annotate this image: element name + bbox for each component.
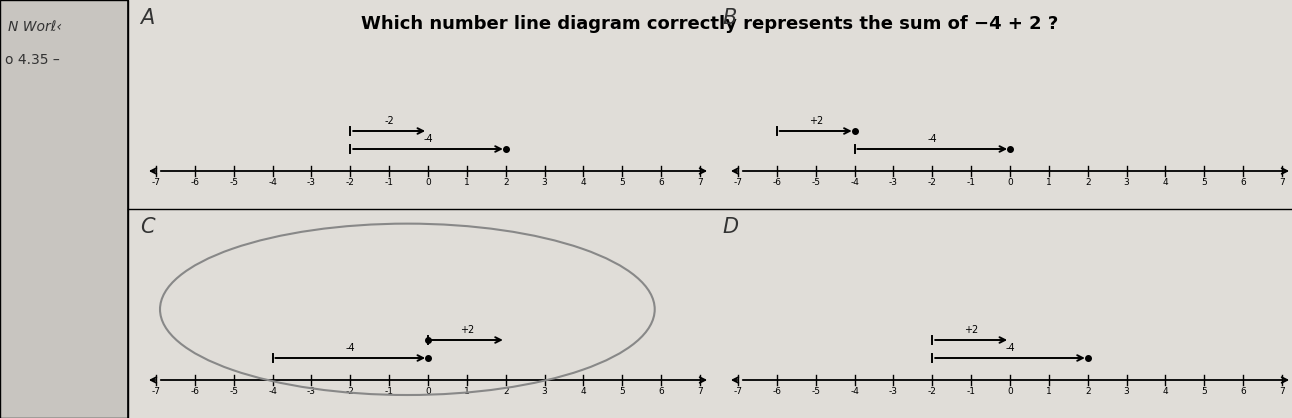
Text: -1: -1 [966,178,975,187]
Text: A: A [140,8,154,28]
Bar [0,0,128,418]
Text: -6: -6 [773,178,782,187]
Text: -7: -7 [151,178,160,187]
Text: 4: 4 [580,178,587,187]
Text: -2: -2 [346,178,355,187]
Text: +2: +2 [460,325,474,335]
Text: 1: 1 [1047,387,1052,396]
Text: -6: -6 [190,387,199,396]
Text: 6: 6 [1240,178,1245,187]
Text: 2: 2 [1085,387,1090,396]
Text: -6: -6 [190,178,199,187]
Text: 5: 5 [619,178,625,187]
Text: +2: +2 [964,325,978,335]
Text: -6: -6 [773,387,782,396]
Text: 1: 1 [464,178,470,187]
Text: -4: -4 [928,134,937,144]
Text: -2: -2 [928,178,937,187]
Text: B: B [722,8,736,28]
Text: 7: 7 [1279,178,1284,187]
Text: o 4.35 –: o 4.35 – [5,53,59,67]
Text: N Worℓ‹: N Worℓ‹ [8,20,62,34]
Text: 0: 0 [425,387,430,396]
Text: -2: -2 [346,387,355,396]
Text: 0: 0 [425,178,430,187]
Text: -4: -4 [269,387,276,396]
Text: -3: -3 [307,178,317,187]
Text: -5: -5 [229,178,238,187]
Text: -1: -1 [966,387,975,396]
Text: 6: 6 [658,387,664,396]
Text: 4: 4 [1163,387,1168,396]
Text: 2: 2 [1085,178,1090,187]
Text: +2: +2 [809,116,823,126]
Text: 3: 3 [1124,387,1129,396]
Text: 0: 0 [1008,387,1013,396]
Text: Which number line diagram correctly represents the sum of −4 + 2 ?: Which number line diagram correctly repr… [362,15,1058,33]
Text: 2: 2 [503,178,509,187]
Text: -2: -2 [384,116,394,126]
Text: 3: 3 [1124,178,1129,187]
Text: 6: 6 [658,178,664,187]
Text: -4: -4 [1005,343,1014,353]
Text: 0: 0 [1008,178,1013,187]
Text: -4: -4 [850,178,859,187]
Text: 7: 7 [698,178,703,187]
Text: -4: -4 [424,134,433,144]
Text: -7: -7 [151,387,160,396]
Text: D: D [722,217,738,237]
Text: -5: -5 [229,387,238,396]
Text: -1: -1 [385,178,394,187]
Text: -5: -5 [811,178,820,187]
Text: 1: 1 [464,387,470,396]
Text: C: C [140,217,155,237]
Text: -4: -4 [345,343,355,353]
Text: -4: -4 [850,387,859,396]
Text: -7: -7 [734,178,743,187]
Text: 4: 4 [580,387,587,396]
Text: 5: 5 [1202,387,1207,396]
Text: -5: -5 [811,387,820,396]
Text: 6: 6 [1240,387,1245,396]
Text: 7: 7 [1279,387,1284,396]
Text: 3: 3 [541,178,548,187]
Text: -3: -3 [889,178,898,187]
Text: 5: 5 [619,387,625,396]
Text: 5: 5 [1202,178,1207,187]
Text: 2: 2 [503,387,509,396]
Text: -2: -2 [928,387,937,396]
Text: 1: 1 [1047,178,1052,187]
Text: -4: -4 [269,178,276,187]
Text: -3: -3 [889,387,898,396]
Text: 4: 4 [1163,178,1168,187]
Text: 7: 7 [698,387,703,396]
Text: -1: -1 [385,387,394,396]
Text: 3: 3 [541,387,548,396]
Text: -7: -7 [734,387,743,396]
Text: -3: -3 [307,387,317,396]
